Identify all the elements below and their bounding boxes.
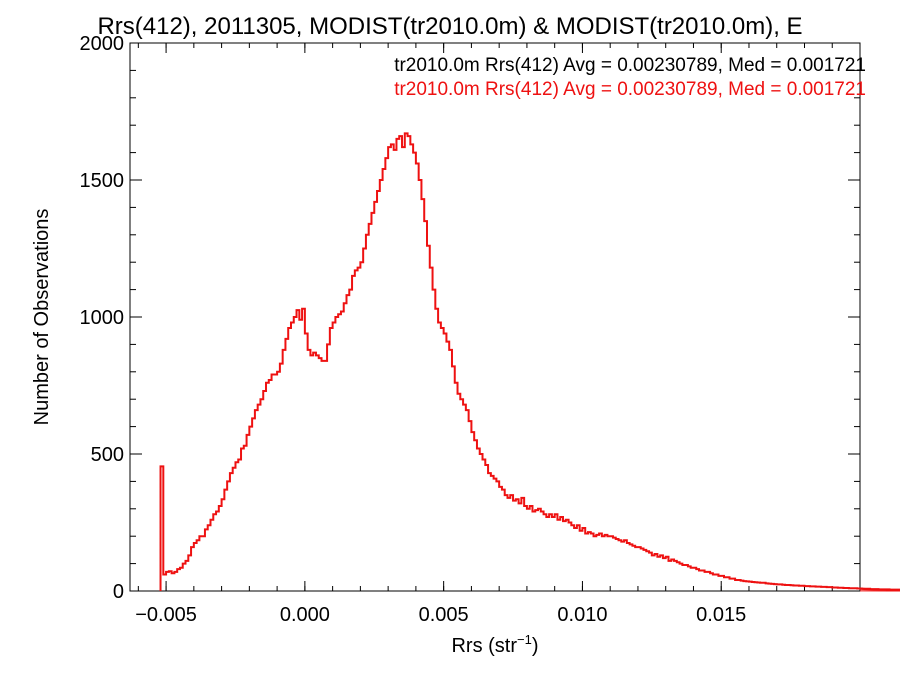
x-axis-label: Rrs (str−1) bbox=[451, 632, 538, 657]
x-axis-label-close: ) bbox=[532, 635, 539, 657]
y-tick-label-1: 500 bbox=[91, 444, 124, 466]
x-axis-label-superscript: −1 bbox=[517, 632, 532, 647]
x-axis-label-main: Rrs (str bbox=[451, 635, 517, 657]
y-tick-label-3: 1500 bbox=[80, 170, 125, 192]
x-tick-label-2: 0.005 bbox=[419, 604, 469, 626]
stats-annotation-red: tr2010.0m Rrs(412) Avg = 0.00230789, Med… bbox=[394, 79, 866, 100]
stats-annotation-black: tr2010.0m Rrs(412) Avg = 0.00230789, Med… bbox=[394, 55, 866, 76]
y-axis-ticks: 0 500 1000 1500 2000 bbox=[80, 33, 860, 603]
y-tick-label-0: 0 bbox=[113, 581, 124, 603]
x-tick-label-4: 0.015 bbox=[696, 604, 746, 626]
chart-title: Rrs(412), 2011305, MODIST(tr2010.0m) & M… bbox=[97, 13, 802, 40]
x-axis-ticks: −0.005 0.000 0.005 0.010 0.015 bbox=[135, 43, 833, 626]
histogram-series bbox=[159, 132, 900, 592]
y-axis-label: Number of Observations bbox=[31, 209, 53, 426]
x-tick-label-0: −0.005 bbox=[135, 604, 197, 626]
x-tick-label-3: 0.010 bbox=[557, 604, 607, 626]
x-tick-label-1: 0.000 bbox=[280, 604, 330, 626]
y-tick-label-4: 2000 bbox=[80, 33, 125, 55]
plot-frame bbox=[129, 42, 861, 592]
y-tick-label-2: 1000 bbox=[80, 307, 125, 329]
